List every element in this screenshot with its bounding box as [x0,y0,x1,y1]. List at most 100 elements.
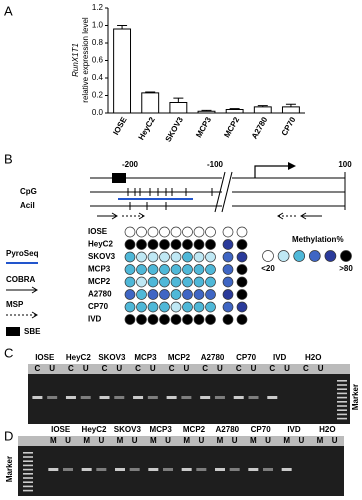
x-tick-label: HeyC2 [137,115,158,142]
gel-band [133,396,144,399]
lane-sublabel: U [150,364,156,373]
methylation-cell [136,226,147,238]
methylation-cell [136,314,147,325]
lane-label: HeyC2 [82,425,107,434]
lane-label: IOSE [35,353,55,362]
gel-band [248,468,259,471]
methylation-cell [170,301,182,313]
lane-sublabel: M [183,436,190,445]
gel-band [281,468,292,471]
sample-label: MCP3 [88,265,111,274]
methylation-cell [182,276,193,288]
methylation-cell [159,301,170,313]
legend-swatch [324,250,337,262]
lane-sublabel: U [65,436,71,445]
y-tick-label: 0.0 [92,108,104,117]
gel-band [267,396,278,399]
methylation-cell [170,226,182,238]
methylation-cell [159,264,170,275]
gel-band [80,396,91,399]
x-tick-label: IOSE [111,115,129,137]
sbe-legend: SBE [24,327,41,336]
gel-band [166,396,177,399]
methylation-cell [193,226,205,238]
sample-label: IOSE [88,227,108,236]
bar [197,110,216,114]
methylation-cell [147,276,159,288]
methylation-cell [236,239,248,250]
sample-label: SKOV3 [88,252,116,261]
position-label: 100 [338,160,352,169]
methylation-cell [159,226,170,238]
gel-top [28,364,350,374]
ladder-band [23,477,33,479]
methylation-cell [124,289,136,300]
sbe-box [112,173,126,183]
methylation-cell [182,239,193,250]
methylation-cell [236,264,248,275]
methylation-cell [159,289,170,300]
gel-band [200,396,211,399]
tss-arrow [254,165,288,178]
methylation-cell [170,289,182,300]
lane-sublabel: M [250,436,257,445]
lane-label: MCP2 [183,425,206,434]
lane-label: MCP2 [168,353,191,362]
methylation-cell [182,289,193,300]
legend-low: <20 [261,264,275,273]
lane-sublabel: C [269,364,275,373]
y-axis-label: RunX1T1 [71,43,80,77]
methylation-cell [222,264,234,275]
cobra-primer [97,212,118,220]
lane-label: A2780 [216,425,240,434]
methylation-cell [147,264,159,275]
methylation-cell [136,276,147,288]
methylation-cell [205,239,216,250]
lane-sublabel: M [283,436,290,445]
lane-label: IOSE [51,425,71,434]
lane-label: HeyC2 [66,353,91,362]
methylation-cell [182,264,193,275]
methylation-cell [182,301,193,313]
methylation-cell [222,226,234,238]
track-label: CpG [20,187,37,196]
methylation-cell [236,314,248,325]
lane-sublabel: U [318,364,324,373]
methylation-cell [136,251,147,263]
lane-sublabel: C [169,364,175,373]
lane-sublabel: U [198,436,204,445]
methylation-cell [159,276,170,288]
lane-sublabel: C [303,364,309,373]
lane-label: CP70 [251,425,272,434]
lane-sublabel: U [49,364,55,373]
lane-sublabel: U [298,436,304,445]
y-tick-label: 0.4 [92,73,104,82]
x-tick-label: CP70 [280,115,298,137]
marker-label: Marker [5,456,14,482]
bar [113,28,132,114]
legend-swatch [262,250,274,262]
ladder-band [337,409,347,411]
lane-label: H2O [305,353,321,362]
methylation-cell [170,239,182,250]
legend-swatch [293,250,306,262]
method-label: PyroSeq [6,249,39,258]
lane-label: A2780 [201,353,225,362]
methylation-cell [222,239,234,250]
panel-label: A [4,3,13,18]
legend-high: >80 [339,264,353,273]
sample-label: IVD [88,315,102,324]
sample-label: MCP2 [88,277,111,286]
methylation-cell [136,264,147,275]
bar [141,92,160,114]
ladder-band [337,401,347,403]
legend-swatch [340,250,352,262]
methylation-cell [182,226,193,238]
ladder-band [337,405,347,407]
lane-sublabel: U [183,364,189,373]
lane-label: MCP3 [134,353,157,362]
ladder-band [337,392,347,395]
gel-band [263,468,273,471]
methylation-cell [124,301,136,313]
